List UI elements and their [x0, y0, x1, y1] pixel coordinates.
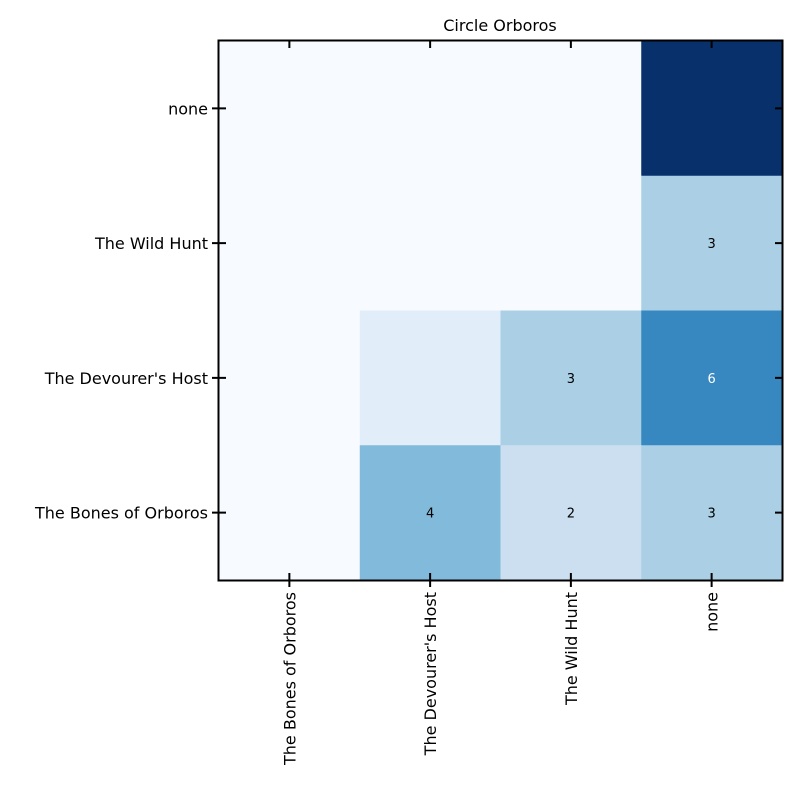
heatmap-cell	[641, 310, 783, 446]
heatmap-cell	[359, 175, 501, 311]
x-tick-label-the-wild-hunt: The Wild Hunt	[562, 592, 581, 706]
heatmap-cell-label: 2	[567, 507, 575, 522]
x-tick-label-none: none	[703, 592, 722, 632]
axis-ticks	[212, 41, 782, 587]
heatmap-cell-label: 3	[567, 372, 575, 387]
y-axis-tick-labels: none The Wild Hunt The Devourer's Host The …	[34, 99, 208, 522]
heatmap-cell	[359, 445, 501, 581]
heatmap-cell-label: 3	[707, 237, 715, 252]
y-tick-label-the-bones-of-orboros: The Bones of Orboros	[34, 504, 208, 523]
heatmap-cell	[359, 41, 501, 177]
plot-frame	[217, 39, 784, 582]
heatmap-cell-labels: 3 3 6 4 2 3	[426, 237, 716, 522]
y-tick-label-none: none	[168, 99, 208, 118]
heatmap-cell	[219, 41, 361, 177]
heatmap-cell	[641, 41, 783, 177]
x-tick-label-the-devourer-s-host: The Devourer's Host	[421, 592, 440, 756]
heatmap-cell-label: 6	[707, 372, 715, 387]
y-tick-label-the-devourer-s-host: The Devourer's Host	[44, 369, 208, 388]
heatmap-cell	[219, 175, 361, 311]
x-tick-label-the-bones-of-orboros: The Bones of Orboros	[280, 592, 299, 766]
heatmap-cell	[219, 310, 361, 446]
heatmap-cell	[500, 175, 642, 311]
heatmap-cell	[500, 41, 642, 177]
y-tick-label-the-wild-hunt: The Wild Hunt	[94, 234, 208, 253]
x-axis-tick-labels: The Bones of Orboros The Devourer's Host T…	[280, 592, 721, 766]
heatmap-cell-label: 4	[426, 507, 434, 522]
heatmap-cells	[219, 41, 783, 581]
heatmap-cell	[641, 175, 783, 311]
heatmap-cell	[359, 310, 501, 446]
heatmap-cell	[500, 445, 642, 581]
heatmap-cell	[219, 445, 361, 581]
heatmap-cell	[500, 310, 642, 446]
heatmap-cell	[641, 445, 783, 581]
heatmap-cell-label: 3	[707, 507, 715, 522]
chart-title: Circle Orboros	[443, 16, 556, 35]
